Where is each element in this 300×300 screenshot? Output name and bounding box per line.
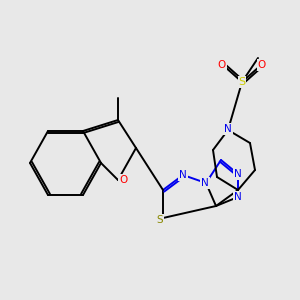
Text: N: N [234, 192, 242, 202]
Text: O: O [258, 60, 266, 70]
Text: O: O [119, 175, 127, 185]
Text: N: N [201, 178, 209, 188]
Text: N: N [224, 124, 232, 134]
Text: N: N [234, 169, 242, 179]
Text: S: S [238, 77, 246, 87]
Text: O: O [218, 60, 226, 70]
Text: N: N [179, 170, 187, 180]
Text: S: S [157, 215, 163, 225]
